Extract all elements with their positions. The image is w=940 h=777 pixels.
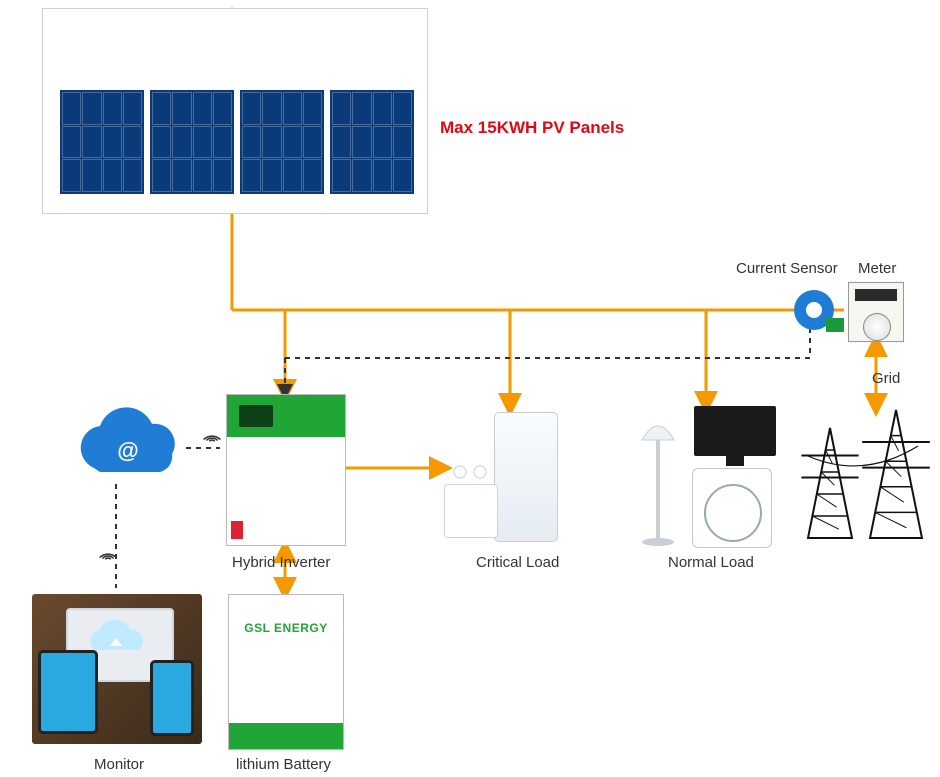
meter-icon bbox=[848, 282, 904, 342]
hybrid-inverter bbox=[226, 394, 346, 546]
solar-panel-1 bbox=[60, 90, 144, 194]
solar-system-diagram: @ Max 15KWH PV Panels Hybrid Inverter GSL E… bbox=[0, 0, 940, 777]
lithium-battery: GSL ENERGY bbox=[228, 594, 344, 750]
svg-text:@: @ bbox=[117, 438, 138, 463]
monitor-devices bbox=[32, 594, 202, 744]
solar-panel-2 bbox=[150, 90, 234, 194]
tv-icon bbox=[694, 406, 776, 456]
grid-towers-icon bbox=[801, 410, 929, 538]
normal-load-label: Normal Load bbox=[668, 554, 754, 571]
critical-load-label: Critical Load bbox=[476, 554, 559, 571]
solar-panel-4 bbox=[330, 90, 414, 194]
fridge-icon bbox=[494, 412, 558, 542]
tv-stand bbox=[726, 456, 744, 466]
meter-label: Meter bbox=[858, 260, 896, 277]
hybrid-inverter-label: Hybrid Inverter bbox=[232, 554, 330, 571]
headline-text: Max 15KWH PV Panels bbox=[440, 118, 624, 138]
grid-label: Grid bbox=[872, 370, 900, 387]
current-sensor-label: Current Sensor bbox=[736, 260, 838, 277]
lithium-battery-label: lithium Battery bbox=[236, 756, 331, 773]
washer-drum bbox=[704, 484, 762, 542]
lamp-icon bbox=[642, 426, 674, 546]
solar-panel-3 bbox=[240, 90, 324, 194]
small-appliance-icon bbox=[444, 484, 498, 538]
monitor-label: Monitor bbox=[94, 756, 144, 773]
battery-brand-label: GSL ENERGY bbox=[229, 621, 343, 635]
cloud-icon: @ bbox=[81, 407, 175, 472]
